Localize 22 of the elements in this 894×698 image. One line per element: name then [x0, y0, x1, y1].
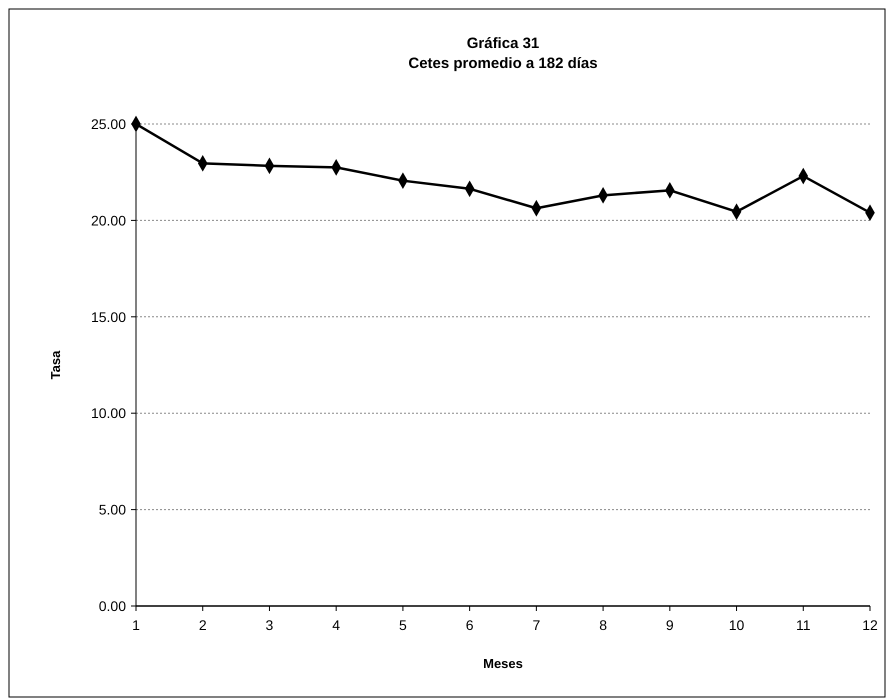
y-axis-title: Tasa	[48, 350, 63, 380]
x-axis-title: Meses	[483, 656, 523, 671]
x-tick-label: 11	[796, 617, 811, 633]
x-tick-label: 4	[332, 617, 340, 633]
x-tick-label: 6	[466, 617, 474, 633]
x-tick-label: 2	[198, 617, 207, 633]
x-tick-label: 1	[132, 617, 140, 633]
x-tick-label: 5	[399, 617, 408, 633]
y-tick-label: 20.00	[90, 212, 126, 228]
y-tick-label: 25.00	[90, 116, 126, 132]
x-tick-label: 12	[862, 617, 878, 633]
x-tick-label: 7	[532, 617, 540, 633]
x-tick-label: 10	[728, 617, 745, 633]
x-tick-label: 8	[599, 617, 608, 633]
chart-subtitle: Cetes promedio a 182 días	[408, 55, 598, 72]
y-tick-label: 15.00	[90, 308, 126, 325]
x-tick-label: 9	[666, 617, 674, 633]
y-tick-label: 0.00	[98, 598, 126, 614]
y-tick-label: 10.00	[90, 405, 126, 422]
y-tick-label: 5.00	[98, 502, 126, 518]
x-tick-label: 3	[266, 617, 274, 633]
chart-title: Gráfica 31	[466, 35, 540, 52]
